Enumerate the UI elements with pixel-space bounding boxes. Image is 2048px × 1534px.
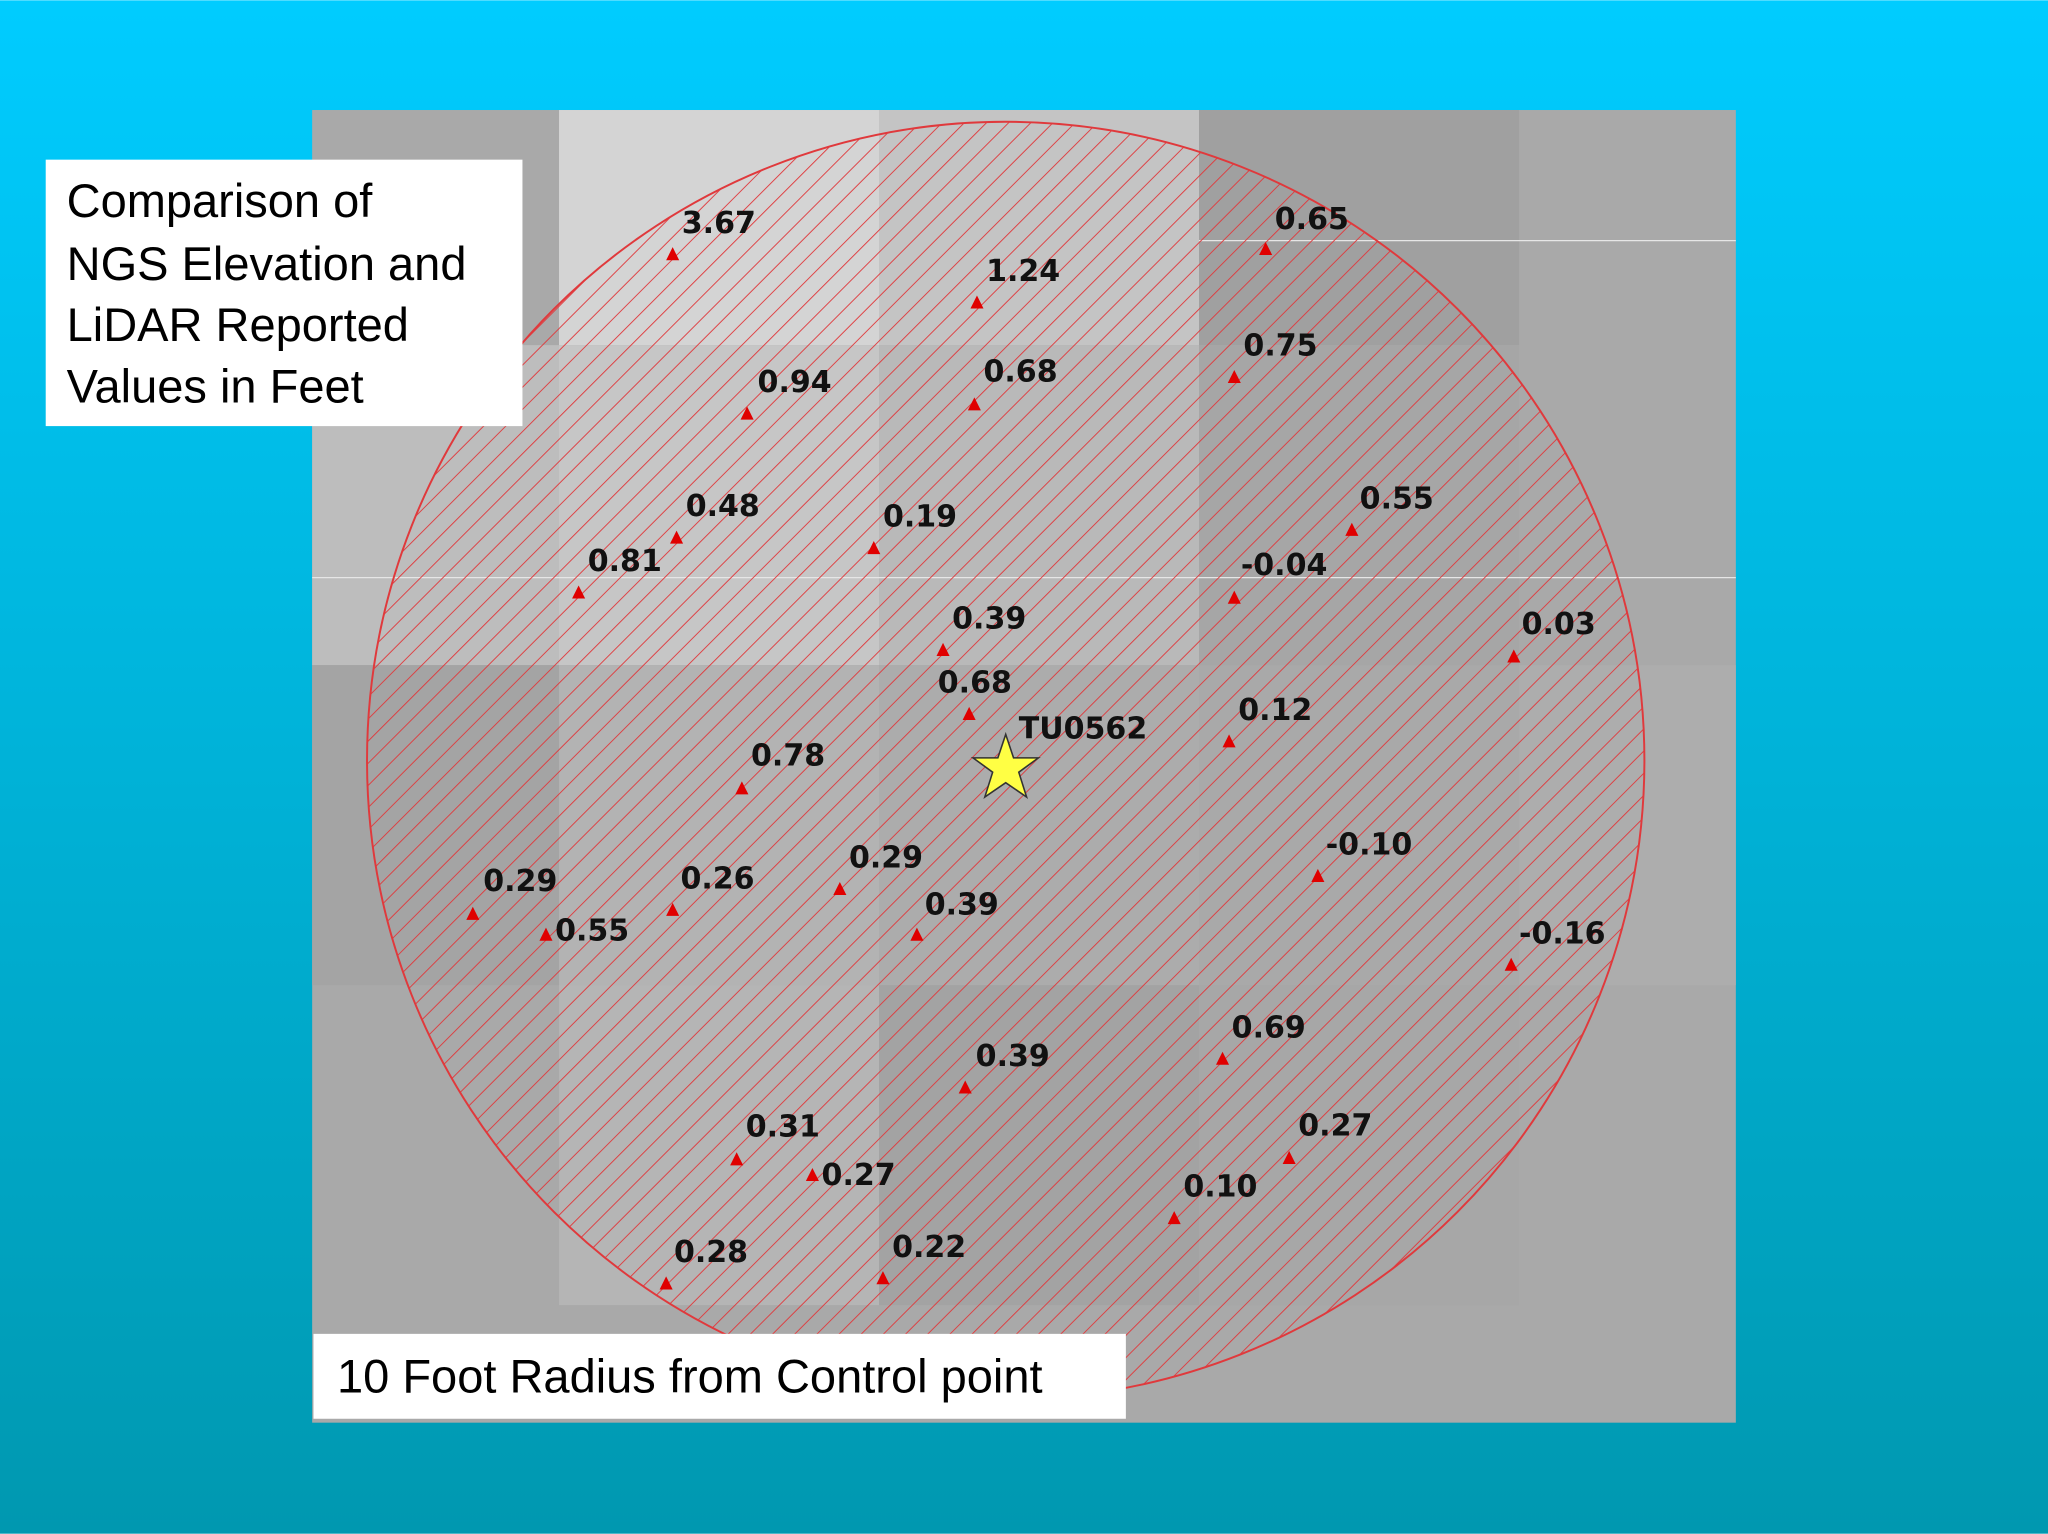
point-marker [1259,241,1273,255]
point-marker [867,541,881,555]
point-marker [666,902,680,916]
point-marker [466,906,480,920]
point-marker [539,927,553,941]
control-point-label: TU0562 [1019,711,1147,746]
point-marker [876,1271,890,1285]
title-line: Comparison of [67,174,374,227]
point-label: 0.75 [1243,329,1317,364]
point-label: 0.55 [1360,481,1434,516]
point-marker [833,881,847,895]
points: 3.67 1.24 0.65 0.94 0.68 0.75 0.48 0.81 0.19 0.55… [466,202,1606,1290]
point-marker [1227,590,1241,604]
point-label: 0.03 [1522,607,1596,642]
point-label: 0.68 [938,666,1012,701]
title-line: LiDAR Reported [67,298,409,351]
point-marker [666,247,680,261]
point-label: 0.65 [1275,202,1349,237]
point-marker [1216,1051,1230,1065]
point-label: 0.39 [976,1039,1050,1074]
point-label: 0.19 [883,500,957,535]
point-label: 0.81 [588,544,662,579]
point-marker [735,781,749,795]
point-label: 0.68 [984,355,1058,390]
point-label: 0.26 [680,861,754,896]
point-marker [572,585,586,599]
point-label: 3.67 [682,206,756,241]
point-label: 0.69 [1232,1010,1306,1045]
point-label: 0.39 [925,888,999,923]
point-label: 0.22 [892,1230,966,1265]
control-point-star [970,731,1041,799]
point-marker [670,530,684,544]
point-label: 0.10 [1183,1170,1257,1205]
point-marker [740,406,754,420]
point-marker [659,1276,673,1290]
point-label: 0.27 [1298,1108,1372,1143]
point-marker [958,1080,972,1094]
point-label: 0.94 [758,365,832,400]
point-marker [910,927,924,941]
point-marker [1507,649,1521,663]
point-marker [936,642,950,656]
point-label: -0.10 [1326,828,1413,863]
point-marker [730,1152,744,1166]
point-marker [1227,369,1241,383]
point-label: 0.27 [822,1158,896,1193]
title-line: Values in Feet [67,360,364,413]
point-label: 0.31 [746,1110,820,1145]
point-label: 0.28 [674,1235,748,1270]
point-label: 0.39 [952,602,1026,637]
point-label: 1.24 [986,254,1060,289]
point-label: 0.12 [1238,693,1312,728]
point-label: 0.55 [555,914,629,949]
point-label: 0.29 [483,864,557,899]
point-marker [1167,1211,1181,1225]
point-marker [962,706,976,720]
point-label: -0.16 [1519,916,1606,951]
title-line: NGS Elevation and [67,237,467,290]
point-label: 0.48 [686,489,760,524]
point-marker [1345,522,1359,536]
point-marker [967,397,981,411]
point-marker [1282,1151,1296,1165]
footer: 10 Foot Radius from Control point [337,1350,1043,1403]
point-label: 0.29 [849,841,923,876]
footer-box [313,1333,1126,1419]
point-marker [1311,868,1325,882]
point-marker [1504,957,1518,971]
point-label: 0.78 [751,739,825,774]
point-marker [970,295,984,309]
point-label: -0.04 [1241,548,1328,583]
point-marker [805,1167,819,1182]
title-box [45,159,523,427]
point-marker [1222,734,1236,748]
